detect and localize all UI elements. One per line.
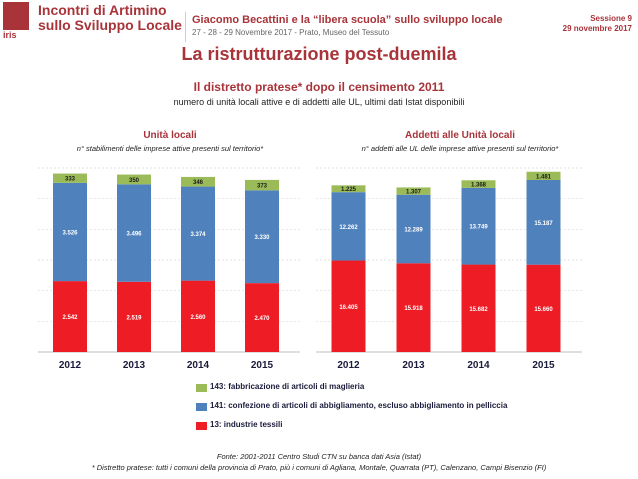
data-label: 15.660	[534, 307, 553, 313]
data-label: 2.560	[190, 315, 206, 321]
bar-segment	[245, 179, 279, 191]
bar-segment	[53, 173, 87, 183]
bar-segment	[331, 260, 366, 352]
logo-mark	[3, 2, 29, 30]
data-label: 2.470	[254, 316, 270, 322]
charts-canvas: 2.542 3.526 333 2012 2.519 3.496 350 2013 2.560 3…	[38, 167, 582, 371]
slide-description: numero di unità locali attive e di addet…	[173, 97, 465, 107]
bar-segment	[181, 186, 215, 281]
logo-text: iris	[3, 30, 17, 40]
bar-segment	[396, 194, 431, 264]
data-label: 1.481	[536, 174, 552, 180]
x-tick-label: 2014	[187, 360, 210, 371]
bar-segment	[53, 182, 87, 282]
data-label: 12.262	[339, 225, 358, 231]
bar-segment	[181, 280, 215, 352]
data-label: 350	[129, 178, 140, 184]
header-divider	[185, 12, 186, 42]
data-label: 15.918	[404, 306, 423, 312]
x-tick-label: 2012	[337, 360, 360, 371]
legend-label-13: 13: industrie tessili	[210, 420, 283, 429]
data-label: 12.289	[404, 227, 423, 233]
session-label: Sessione 9	[590, 14, 632, 23]
data-label: 373	[257, 184, 268, 190]
data-label: 13.749	[469, 225, 488, 231]
data-label: 346	[193, 180, 204, 186]
data-label: 1.368	[471, 183, 487, 189]
event-subtitle: 27 - 28 - 29 Novembre 2017 - Prato, Muse…	[192, 28, 390, 37]
data-label: 333	[65, 177, 76, 183]
source-note: Fonte: 2001-2011 Centro Studi CTN su ban…	[216, 452, 422, 461]
data-label: 3.374	[190, 232, 206, 238]
bar-segment	[526, 264, 561, 352]
chart-right-title: Addetti alle Unità locali	[404, 130, 516, 141]
data-label: 1.225	[341, 187, 357, 193]
x-tick-label: 2015	[251, 360, 274, 371]
bar-segment	[526, 180, 561, 265]
bar-segment	[461, 264, 496, 352]
slide-subtitle: Il distretto pratese* dopo il censimento…	[193, 80, 445, 94]
session-date: 29 novembre 2017	[562, 24, 632, 33]
bar-segment	[461, 180, 496, 188]
x-tick-label: 2013	[123, 360, 146, 371]
chart-left-subtitle: n° stabilimenti delle imprese attive pre…	[76, 144, 264, 153]
legend-label-143: 143: fabbricazione di articoli di maglie…	[210, 382, 365, 391]
bar-segment	[461, 187, 496, 265]
bar-segment	[117, 281, 151, 352]
bar-segment	[396, 263, 431, 352]
x-tick-label: 2013	[402, 360, 425, 371]
data-label: 15.187	[534, 221, 553, 227]
bar-segment	[245, 190, 279, 284]
bar-segment	[526, 171, 561, 181]
footnote: * Distretto pratese: tutti i comuni dell…	[91, 463, 547, 472]
brand-line-2: sullo Sviluppo Locale	[38, 17, 182, 33]
x-tick-label: 2015	[532, 360, 555, 371]
bar-segment	[117, 184, 151, 282]
data-label: 15.682	[469, 307, 488, 313]
data-label: 3.526	[62, 230, 78, 236]
legend-swatch-13	[196, 422, 207, 430]
chart-right-subtitle: n° addetti alle UL delle imprese attive …	[361, 144, 559, 153]
data-label: 2.542	[62, 315, 78, 321]
data-label: 16.405	[339, 305, 358, 311]
legend-swatch-141	[196, 403, 207, 411]
session-info: Sessione 9 29 novembre 2017	[563, 14, 632, 34]
x-tick-label: 2012	[59, 360, 82, 371]
x-tick-label: 2014	[467, 360, 490, 371]
bar-segment	[396, 187, 431, 195]
legend-swatch-143	[196, 384, 207, 392]
data-label: 2.519	[126, 315, 142, 321]
bar-segment	[331, 185, 366, 193]
page-title: La ristrutturazione post-duemila	[181, 44, 457, 64]
bar-segment	[245, 283, 279, 352]
bar-segment	[181, 176, 215, 187]
data-label: 1.307	[406, 190, 422, 196]
bar-segment	[331, 192, 366, 261]
legend-label-141: 141: confezione di articoli di abbigliam…	[210, 401, 508, 410]
bar-segment	[53, 281, 87, 352]
brand-line-1: Incontri di Artimino	[38, 2, 167, 18]
bar-segment	[117, 174, 151, 185]
data-label: 3.330	[254, 235, 270, 241]
event-title: Giacomo Becattini e la “libera scuola” s…	[192, 14, 503, 26]
data-label: 3.496	[126, 232, 142, 238]
chart-left-title: Unità locali	[143, 130, 197, 141]
